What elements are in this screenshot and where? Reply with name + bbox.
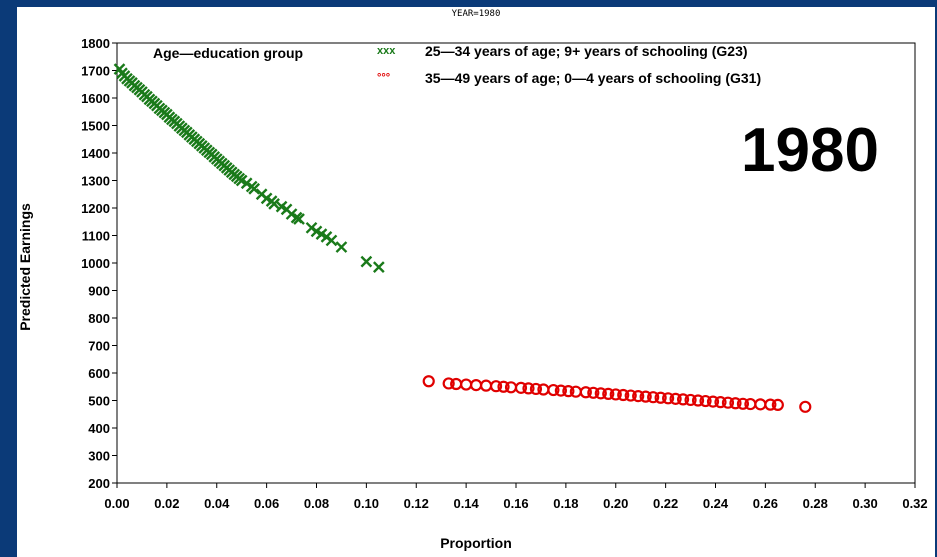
y-tick-label: 700 [88, 339, 110, 354]
data-point-x [372, 261, 385, 273]
x-tick-label: 0.10 [354, 496, 379, 511]
top-bar [0, 0, 937, 6]
plot-frame [116, 42, 916, 484]
x-tick-label: 0.22 [653, 496, 678, 511]
data-point-x [293, 213, 305, 225]
data-point-o [706, 395, 720, 408]
x-tick-label: 0.20 [603, 496, 628, 511]
data-point-o [662, 392, 675, 405]
y-tick-label: 1100 [82, 229, 110, 244]
year-overlay-label: 1980 [741, 116, 879, 185]
x-tick-label: 0.28 [803, 496, 828, 511]
x-tick-label: 0.18 [553, 496, 578, 511]
data-point-o [699, 394, 712, 408]
data-point-o [721, 396, 735, 409]
data-point-o [587, 386, 600, 399]
scatter-plot: 200 300 400 500 600 700 800 900 1000 1100 1200 1300… [81, 36, 928, 511]
data-point-o [460, 378, 473, 391]
data-point-o [799, 400, 812, 413]
data-point-o [602, 387, 615, 400]
x-tick-label: 0.04 [204, 496, 230, 511]
legend-title: Age—education group [153, 45, 304, 61]
x-tick-label: 0.14 [453, 496, 479, 511]
data-point-o [754, 398, 767, 411]
data-point-o [691, 394, 705, 407]
y-tick-label: 1700 [81, 64, 110, 79]
chart-panel: YEAR=1980 200 300 400 500 600 700 800 900 1000 11… [17, 7, 935, 557]
x-tick-label: 0.00 [104, 496, 129, 511]
data-point-o [736, 397, 750, 410]
data-point-o [522, 382, 535, 395]
data-point-x [335, 241, 348, 253]
data-point-o [442, 377, 455, 390]
data-point-o [647, 391, 660, 404]
x-tick-label: 0.02 [154, 496, 179, 511]
y-tick-label: 1000 [81, 256, 110, 271]
y-tick-label: 900 [88, 284, 110, 299]
x-tick-label: 0.06 [254, 496, 279, 511]
data-point-o [497, 380, 510, 393]
legend-label-g31: 35—49 years of age; 0—4 years of schooli… [425, 70, 762, 86]
data-point-o [676, 393, 690, 406]
data-point-o [714, 396, 727, 409]
y-axis-label: Predicted Earnings [17, 203, 33, 331]
data-point-o [554, 384, 567, 397]
data-point-o [624, 389, 637, 402]
legend-label-g23: 25—34 years of age; 9+ years of schoolin… [425, 43, 748, 59]
data-point-x [248, 182, 261, 195]
x-tick-label: 0.12 [404, 496, 429, 511]
data-point-o [579, 386, 592, 399]
data-point-o [514, 381, 528, 394]
x-tick-label: 0.08 [304, 496, 329, 511]
data-point-o [609, 388, 622, 401]
y-tick-label: 1200 [81, 201, 110, 216]
y-tick-label: 1500 [81, 119, 110, 134]
x-tick-label: 0.24 [703, 496, 729, 511]
y-tick-label: 1300 [81, 174, 110, 189]
data-point-x [268, 198, 280, 210]
data-point-o [684, 393, 697, 407]
data-point-o [562, 385, 575, 398]
y-tick-label: 1600 [81, 91, 110, 106]
data-point-o [479, 379, 493, 392]
data-point-o [594, 387, 607, 400]
data-point-o [489, 380, 503, 393]
y-tick-label: 500 [88, 394, 110, 409]
x-tick-label: 0.26 [753, 496, 778, 511]
data-point-o [632, 390, 645, 403]
legend-entry-g31: °°° 35—49 years of age; 0—4 years of sch… [377, 69, 761, 87]
data-point-o [764, 398, 777, 411]
data-point-o [422, 375, 435, 388]
chart-caption: YEAR=1980 [451, 9, 501, 19]
data-point-o [617, 388, 630, 402]
data-point-o [669, 392, 682, 405]
y-tick-label: 1400 [81, 146, 110, 161]
y-tick-label: 800 [88, 311, 110, 326]
y-tick-label: 300 [88, 449, 110, 464]
x-axis-label: Proportion [440, 535, 512, 551]
data-point-o [771, 398, 784, 411]
legend-entry-g23: xxx 25—34 years of age; 9+ years of scho… [377, 42, 748, 60]
data-point-o [654, 391, 667, 404]
y-tick-label: 600 [88, 366, 110, 381]
y-tick-label: 1800 [81, 36, 110, 51]
data-point-o [547, 383, 560, 397]
data-point-o [639, 390, 652, 403]
legend-marker-o: °°° [377, 72, 391, 84]
x-tick-label: 0.30 [852, 496, 877, 511]
data-point-x [325, 234, 338, 247]
data-point-o [529, 382, 543, 396]
y-tick-label: 200 [88, 476, 110, 491]
y-tick-label: 400 [88, 421, 110, 436]
legend-marker-x: xxx [377, 45, 396, 57]
data-point-o [729, 397, 742, 410]
x-tick-label: 0.32 [902, 496, 927, 511]
data-point-x [360, 255, 373, 268]
x-tick-label: 0.16 [503, 496, 528, 511]
data-point-o [470, 379, 483, 392]
